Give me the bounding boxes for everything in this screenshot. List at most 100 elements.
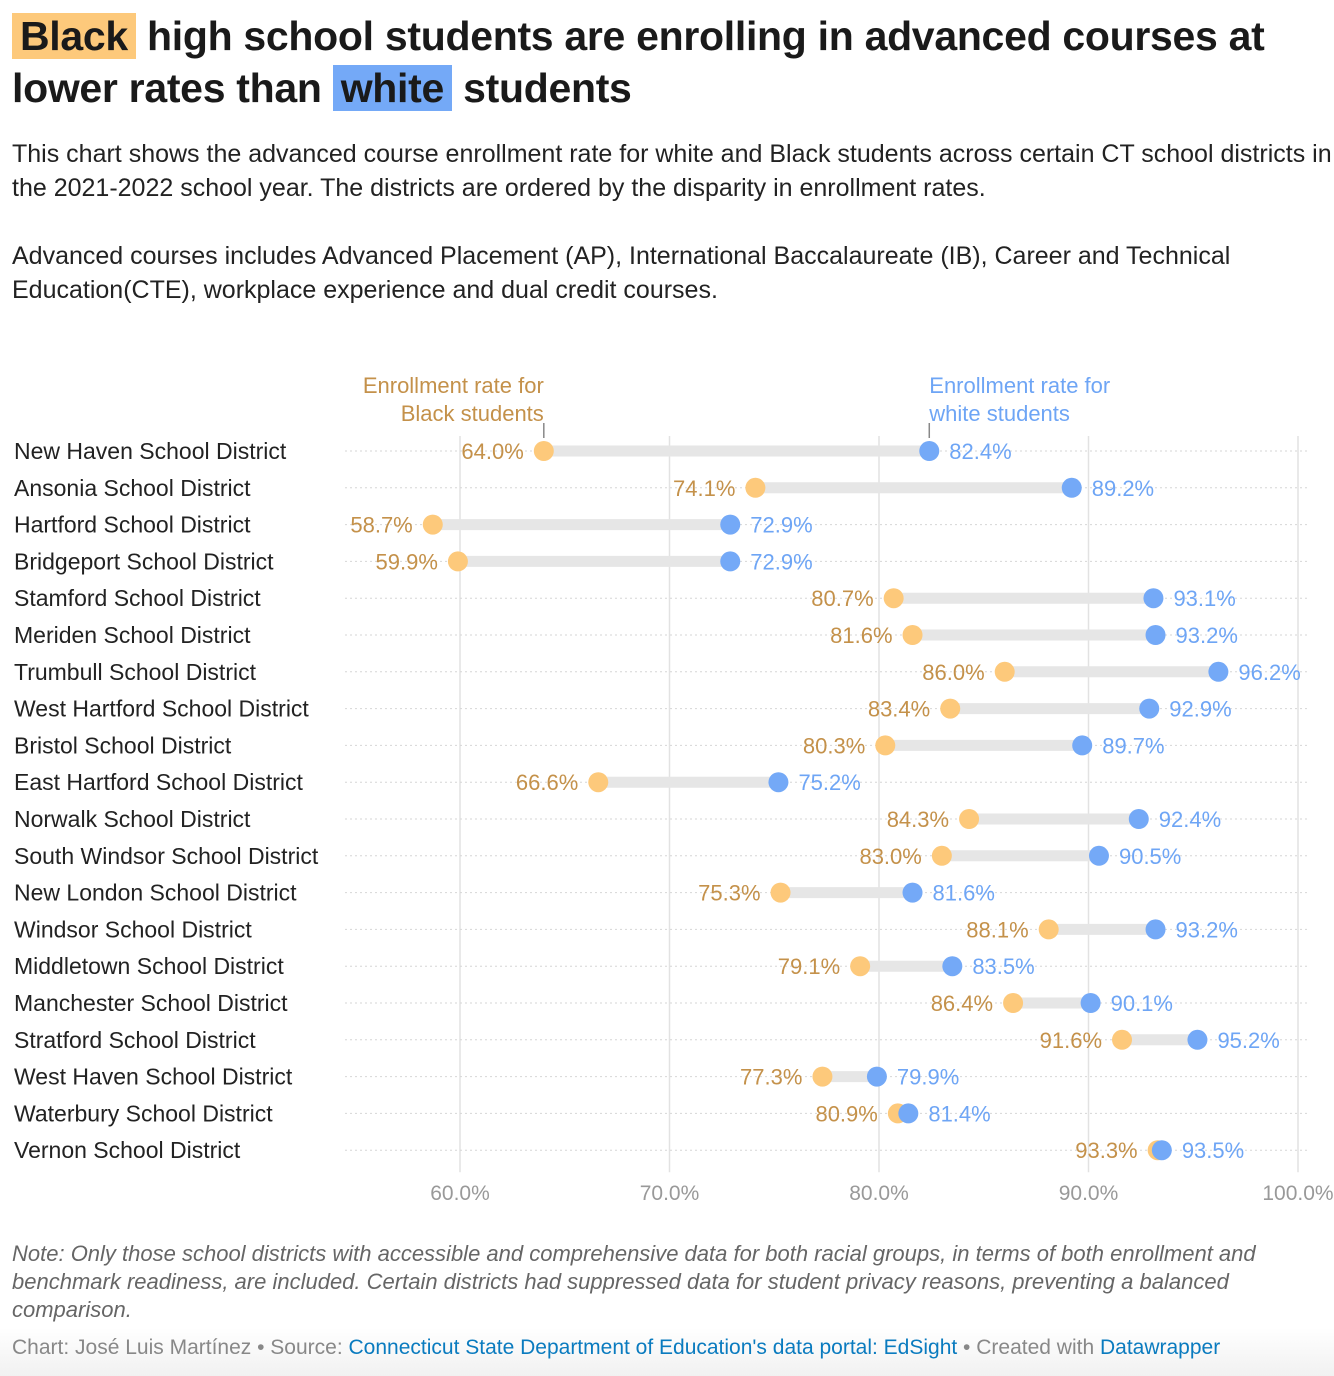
- district-label: Waterbury School District: [14, 1100, 273, 1126]
- black-value-label: 86.4%: [931, 991, 993, 1016]
- white-value-label: 89.7%: [1102, 733, 1164, 758]
- black-value-label: 58.7%: [350, 513, 412, 538]
- white-students-dot: [1088, 845, 1109, 866]
- black-students-dot: [745, 477, 766, 498]
- white-value-label: 93.5%: [1182, 1138, 1244, 1163]
- black-students-dot: [940, 698, 961, 719]
- white-value-label: 72.9%: [750, 513, 812, 538]
- white-students-dot: [1080, 993, 1101, 1013]
- white-students-dot: [1072, 735, 1093, 756]
- author: Chart: José Luis Martínez: [12, 1336, 252, 1359]
- district-label: Meriden School District: [14, 622, 251, 648]
- white-students-dot: [1151, 1140, 1172, 1161]
- black-value-label: 83.0%: [859, 844, 921, 869]
- white-students-dot: [1139, 698, 1160, 719]
- district-label: Vernon School District: [14, 1137, 241, 1163]
- white-students-dot: [1145, 919, 1166, 940]
- black-value-label: 91.6%: [1040, 1028, 1102, 1053]
- white-students-dot: [720, 514, 741, 535]
- black-students-dot: [883, 588, 904, 609]
- white-value-label: 82.4%: [949, 439, 1011, 464]
- white-students-dot: [1187, 1029, 1208, 1050]
- district-label: Stratford School District: [14, 1027, 256, 1053]
- white-students-dot: [1145, 625, 1166, 645]
- separator: •: [251, 1336, 271, 1359]
- white-students-dot: [866, 1066, 887, 1087]
- datawrapper-link[interactable]: Datawrapper: [1099, 1336, 1221, 1359]
- white-value-label: 93.2%: [1176, 623, 1238, 648]
- black-value-label: 59.9%: [376, 549, 438, 574]
- black-highlight: Black: [12, 13, 136, 59]
- district-label: East Hartford School District: [14, 769, 303, 795]
- white-value-label: 92.4%: [1159, 807, 1221, 832]
- black-value-label: 79.1%: [778, 954, 840, 979]
- chart-note: Note: Only those school districts with a…: [12, 1241, 1256, 1322]
- black-students-dot: [850, 956, 871, 977]
- black-value-label: 86.0%: [922, 660, 984, 685]
- white-students-dot: [1128, 809, 1149, 829]
- district-label: Manchester School District: [14, 990, 288, 1016]
- white-value-label: 96.2%: [1238, 660, 1300, 685]
- white-value-label: 79.9%: [897, 1065, 959, 1090]
- black-students-dot: [422, 514, 443, 535]
- black-value-label: 80.7%: [811, 586, 873, 611]
- black-annotation: Enrollment rate for: [363, 373, 544, 398]
- white-annotation: white students: [928, 401, 1070, 426]
- white-students-dot: [1208, 661, 1229, 682]
- white-highlight: white: [332, 65, 453, 111]
- black-students-dot: [931, 845, 952, 866]
- x-tick-label: 90.0%: [1059, 1182, 1119, 1205]
- source-link[interactable]: Connecticut State Department of Educatio…: [348, 1336, 958, 1359]
- black-value-label: 88.1%: [966, 917, 1028, 942]
- white-value-label: 81.6%: [933, 881, 995, 906]
- white-students-dot: [768, 772, 789, 793]
- black-students-dot: [902, 625, 923, 645]
- black-students-dot: [875, 735, 896, 756]
- black-value-label: 64.0%: [461, 439, 523, 464]
- x-tick-label: 100.0%: [1262, 1182, 1333, 1205]
- district-label: West Haven School District: [14, 1064, 293, 1090]
- white-value-label: 83.5%: [972, 954, 1034, 979]
- black-students-dot: [533, 441, 554, 461]
- white-value-label: 89.2%: [1092, 476, 1154, 501]
- black-students-dot: [959, 809, 980, 829]
- black-value-label: 84.3%: [887, 807, 949, 832]
- white-students-dot: [902, 882, 923, 903]
- separator: •: [957, 1336, 977, 1359]
- white-value-label: 95.2%: [1217, 1028, 1279, 1053]
- black-value-label: 81.6%: [830, 623, 892, 648]
- x-tick-label: 70.0%: [640, 1182, 700, 1205]
- black-students-dot: [1003, 993, 1024, 1013]
- black-students-dot: [994, 661, 1015, 682]
- white-students-dot: [898, 1103, 919, 1124]
- district-label: Middletown School District: [14, 953, 284, 979]
- source-prefix: Source:: [270, 1336, 349, 1359]
- black-students-dot: [447, 551, 468, 572]
- black-annotation: Black students: [401, 401, 544, 426]
- dot-range-chart: 60.0% 70.0% 80.0% 90.0% 100.0% New Haven Scho…: [14, 373, 1334, 1205]
- black-students-dot: [588, 772, 609, 793]
- x-tick-label: 60.0%: [430, 1182, 490, 1205]
- white-students-dot: [1061, 477, 1082, 498]
- black-value-label: 80.9%: [815, 1101, 877, 1126]
- district-label: Hartford School District: [14, 512, 251, 538]
- white-students-dot: [720, 551, 741, 572]
- white-value-label: 75.2%: [798, 770, 860, 795]
- created-prefix: Created with: [976, 1336, 1100, 1359]
- white-students-dot: [1143, 588, 1164, 609]
- district-label: New Haven School District: [14, 438, 287, 464]
- white-value-label: 90.1%: [1111, 991, 1173, 1016]
- black-value-label: 74.1%: [673, 476, 735, 501]
- district-label: South Windsor School District: [14, 843, 319, 869]
- district-label: Stamford School District: [14, 585, 261, 611]
- district-label: West Hartford School District: [14, 696, 309, 722]
- black-value-label: 77.3%: [740, 1065, 802, 1090]
- district-label: Trumbull School District: [14, 659, 257, 685]
- black-students-dot: [812, 1066, 833, 1087]
- white-value-label: 81.4%: [928, 1101, 990, 1126]
- white-annotation: Enrollment rate for: [929, 373, 1110, 398]
- district-label: Windsor School District: [14, 916, 252, 942]
- black-value-label: 66.6%: [516, 770, 578, 795]
- chart-description-courses: Advanced courses includes Advanced Place…: [12, 242, 1231, 304]
